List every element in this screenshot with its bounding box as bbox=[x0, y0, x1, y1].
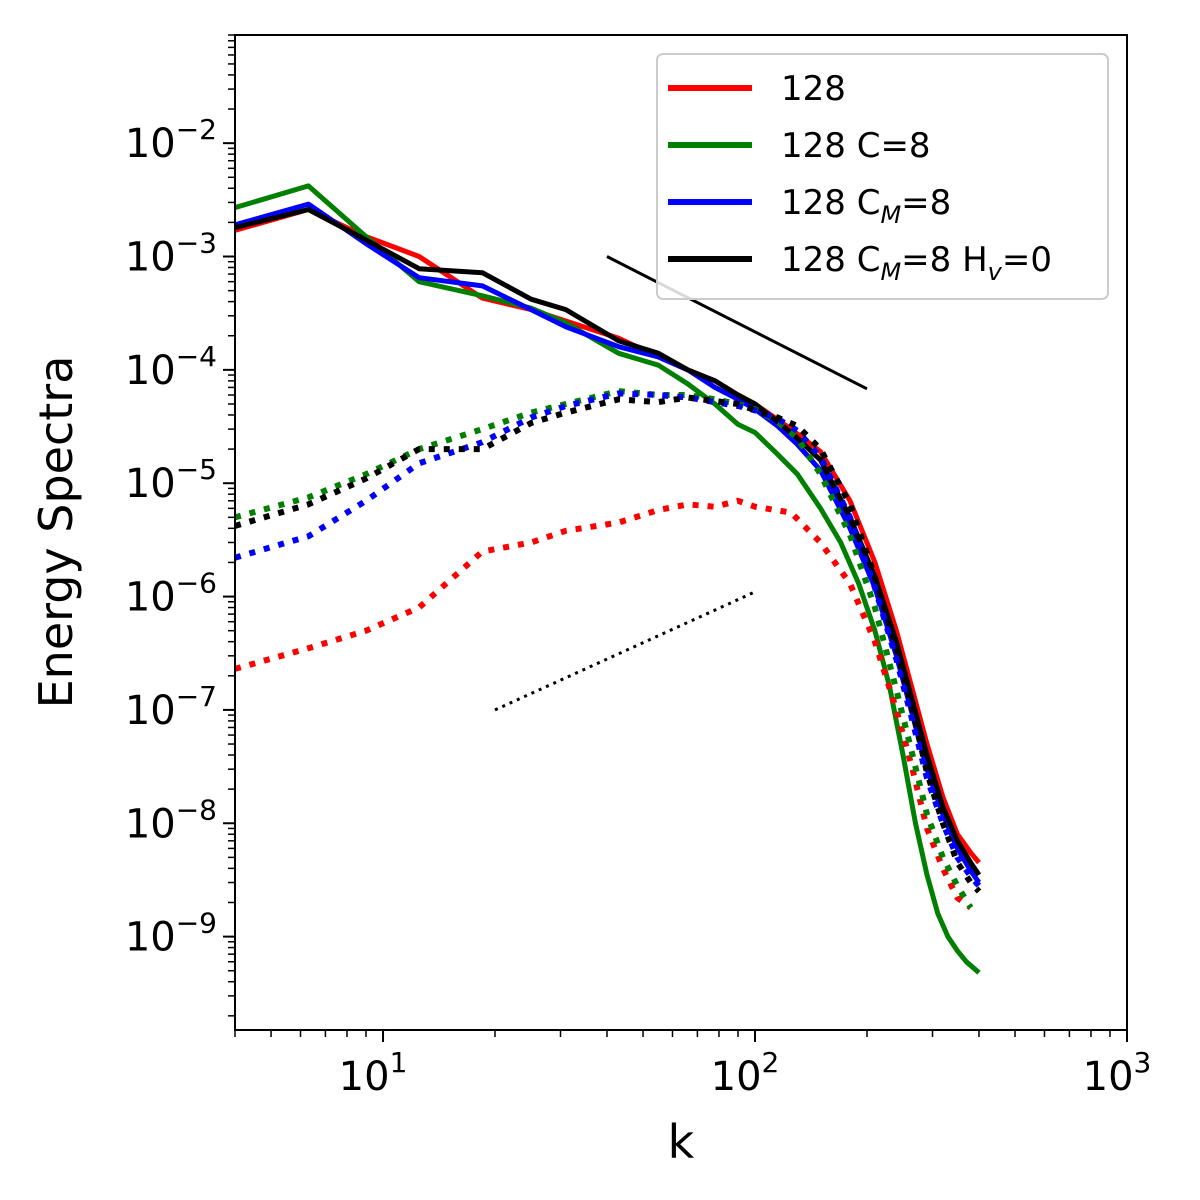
y-tick-base: 10 bbox=[125, 348, 176, 394]
x-tick-exp: 3 bbox=[1134, 1046, 1152, 1079]
x-tick-label: 101 bbox=[339, 1046, 408, 1100]
x-tick-label: 102 bbox=[711, 1046, 780, 1100]
y-tick-label: 10−9 bbox=[125, 907, 217, 961]
reference-lines-layer bbox=[494, 255, 868, 712]
x-tick-base: 10 bbox=[339, 1054, 390, 1100]
legend-label-2: 128 CM=8 bbox=[781, 183, 951, 229]
y-tick-exp: −4 bbox=[176, 340, 217, 373]
y-tick-base: 10 bbox=[125, 121, 176, 167]
x-tick-base: 10 bbox=[1083, 1054, 1134, 1100]
y-axis-ticks: 10−910−810−710−610−510−410−310−2 bbox=[125, 34, 235, 1017]
y-tick-label: 10−7 bbox=[125, 680, 217, 734]
y-tick-base: 10 bbox=[125, 575, 176, 621]
y-tick-label: 10−5 bbox=[125, 453, 217, 507]
legend-label-3: 128 CM=8 Hv=0 bbox=[781, 240, 1052, 286]
legend-label-text: 128 C=8 bbox=[781, 126, 931, 166]
y-tick-label: 10−6 bbox=[125, 567, 217, 621]
legend-label-0: 128 bbox=[781, 69, 846, 109]
legend-label-1: 128 C=8 bbox=[781, 126, 931, 166]
legend-label-sub: M bbox=[880, 258, 901, 286]
y-tick-exp: −5 bbox=[176, 453, 217, 486]
y-tick-exp: −9 bbox=[176, 907, 217, 940]
plot-frame bbox=[234, 34, 1128, 1031]
legend-label-suffix: =8 H bbox=[901, 240, 988, 280]
y-tick-label: 10−8 bbox=[125, 793, 217, 847]
legend-label-text: 128 C bbox=[781, 240, 880, 280]
y-tick-exp: −3 bbox=[176, 227, 217, 260]
y-tick-label: 10−2 bbox=[125, 113, 217, 167]
y-tick-base: 10 bbox=[125, 688, 176, 734]
slope-reference-solid bbox=[606, 255, 868, 391]
series-line-6-dotted bbox=[235, 390, 982, 888]
legend-label-text: 128 bbox=[781, 69, 846, 109]
legend-label-sub: M bbox=[880, 201, 901, 229]
legend-label-suffix2: =0 bbox=[1002, 240, 1052, 280]
series-line-4-dotted bbox=[235, 497, 973, 911]
x-axis-ticks: 101 102 103 bbox=[234, 1030, 1152, 1100]
y-tick-exp: −6 bbox=[176, 567, 217, 600]
x-tick-exp: 2 bbox=[762, 1046, 780, 1079]
y-axis-title: Energy Spectra bbox=[29, 356, 83, 709]
y-tick-base: 10 bbox=[125, 461, 176, 507]
legend-label-sub2: v bbox=[988, 258, 1003, 286]
series-line-3-solid bbox=[235, 207, 982, 877]
y-tick-exp: −2 bbox=[176, 113, 217, 146]
series-layer bbox=[235, 183, 982, 975]
y-tick-base: 10 bbox=[125, 915, 176, 961]
y-tick-label: 10−3 bbox=[125, 227, 217, 281]
y-tick-exp: −8 bbox=[176, 793, 217, 826]
y-tick-label: 10−4 bbox=[125, 340, 217, 394]
y-tick-base: 10 bbox=[125, 235, 176, 281]
legend-box bbox=[656, 53, 1109, 300]
legend-label-suffix: =8 bbox=[901, 183, 951, 223]
y-tick-base: 10 bbox=[125, 801, 176, 847]
x-tick-label: 103 bbox=[1083, 1046, 1152, 1100]
y-tick-exp: −7 bbox=[176, 680, 217, 713]
series-line-1-solid bbox=[235, 183, 981, 975]
x-tick-exp: 1 bbox=[390, 1046, 408, 1079]
x-tick-base: 10 bbox=[711, 1054, 762, 1100]
legend-label-text: 128 C bbox=[781, 183, 880, 223]
x-axis-title: k bbox=[668, 1115, 695, 1169]
